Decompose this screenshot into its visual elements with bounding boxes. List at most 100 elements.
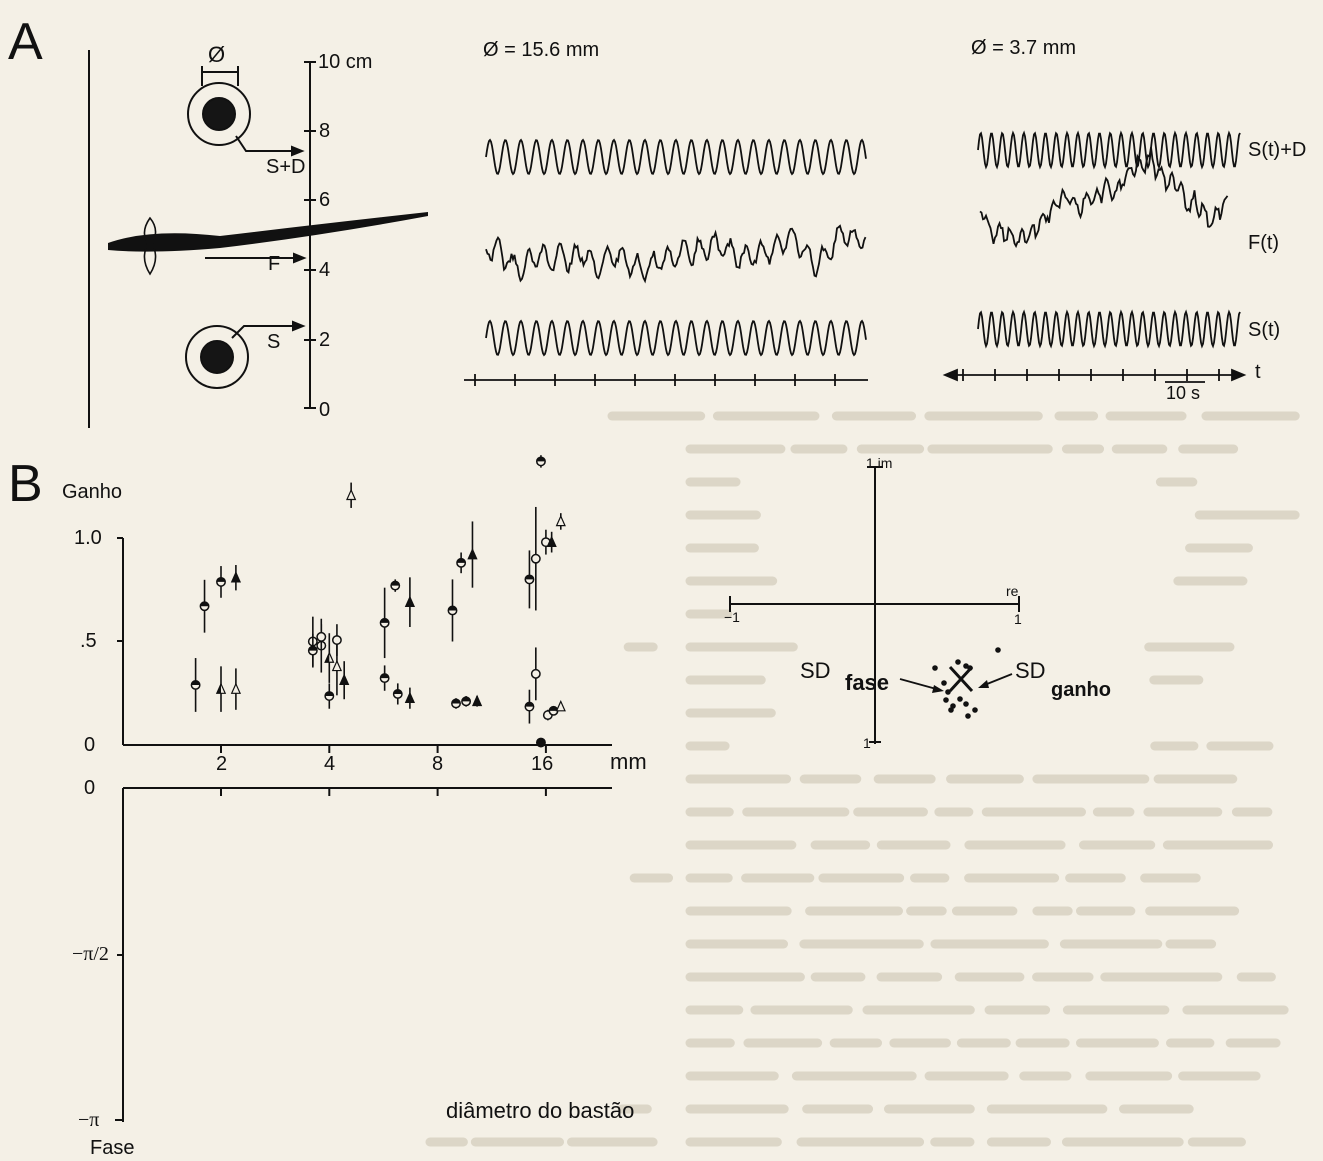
arrow-sd (235, 135, 300, 152)
complex-dot (967, 665, 973, 671)
rod-bottom-outer (185, 325, 249, 389)
rod-top-inner (202, 97, 236, 131)
phase-point (346, 488, 357, 501)
x-unit: mm (610, 749, 647, 774)
rod-bottom-inner (200, 340, 234, 374)
scale-tick-6: 6 (319, 189, 331, 211)
gain-point (190, 680, 201, 690)
phase-point (316, 631, 327, 642)
trace-f-right (979, 147, 1229, 249)
gain-point (535, 456, 546, 467)
gain-tick-1: 1.0 (74, 527, 102, 549)
sd-phase-label: SD (800, 658, 831, 683)
phase-point (199, 601, 210, 612)
im-label: 1 im (866, 455, 893, 471)
rod-label-s: S (267, 331, 281, 353)
complex-dot (945, 689, 951, 695)
rod-top-outer (187, 82, 251, 146)
phase-point (555, 699, 566, 712)
traces-small-rod (942, 130, 1247, 383)
scale-tick-8: 8 (319, 120, 331, 142)
phase-point (461, 696, 472, 707)
phase-point (451, 698, 461, 709)
gain-tick-0: 0 (84, 734, 96, 756)
phase-point (530, 668, 541, 679)
trace-s-right (977, 309, 1241, 349)
pos-one-label: 1 (1014, 611, 1022, 627)
phase-point (307, 645, 318, 656)
panel-a-apparatus (88, 50, 316, 428)
phase-point (471, 694, 483, 707)
complex-dot (972, 707, 978, 713)
trace-label-s: S(t) (1248, 319, 1281, 341)
trace-s-left (485, 319, 867, 357)
gain-point (379, 617, 390, 628)
diameter-symbol: Ø (208, 42, 226, 67)
x-tick-4: 4 (324, 753, 336, 775)
x-tick-2: 2 (216, 753, 228, 775)
trace-f-left (485, 224, 867, 284)
diameter-large-label: Ø = 15.6 mm (483, 39, 600, 61)
time-bar-label: 10 s (1166, 383, 1201, 403)
complex-dot (955, 659, 961, 665)
gain-point (215, 682, 227, 694)
phase-point (216, 576, 226, 587)
scale-tick-2: 2 (319, 329, 331, 351)
x-axis-title: diâmetro do bastão (446, 1098, 635, 1123)
complex-dot (957, 696, 963, 702)
complex-dot (963, 701, 969, 707)
phase-tick-0: 0 (84, 777, 96, 799)
phase-tick-pi: −π (78, 1109, 100, 1131)
scale-ticks (304, 61, 316, 409)
traces-large-rod (464, 138, 868, 386)
rod-label-f: F (268, 253, 281, 275)
trace-label-t: t (1255, 361, 1261, 383)
trace-label-f: F(t) (1248, 232, 1280, 254)
gain-point (546, 535, 557, 547)
complex-plane (729, 466, 1020, 744)
gain-point (404, 595, 416, 607)
gain-plot (117, 455, 612, 753)
gain-word-label: ganho (1051, 679, 1111, 701)
gain-point (530, 553, 541, 564)
trace-label-sd: S(t)+D (1248, 139, 1307, 161)
phase-point (535, 737, 546, 748)
gain-point (331, 659, 343, 672)
scale-tick-4: 4 (319, 259, 331, 281)
panel-b-letter: B (8, 455, 43, 513)
scale-tick-10: 10 cm (318, 51, 373, 73)
neg-one-label: −1 (724, 609, 740, 625)
diameter-small-label: Ø = 3.7 mm (971, 37, 1077, 59)
panel-a-letter: A (8, 13, 43, 71)
rod-label-sd: S+D (266, 156, 306, 178)
arrow-s (231, 325, 300, 339)
phase-point (324, 691, 335, 702)
re-label: re (1006, 583, 1019, 599)
gain-point (467, 547, 478, 560)
phase-title: Fase (90, 1137, 135, 1159)
x-tick-16: 16 (531, 753, 554, 775)
gain-point (555, 514, 566, 527)
complex-dot (965, 713, 971, 719)
phase-point (392, 688, 403, 699)
phase-point (404, 691, 416, 703)
phase-point (524, 701, 535, 712)
phase-plot (115, 482, 612, 1122)
complex-dot (943, 697, 949, 703)
complex-dot (995, 647, 1001, 653)
complex-dot (932, 665, 938, 671)
phase-tick-half-pi: −π/2 (72, 943, 109, 965)
scale-tick-0: 0 (319, 399, 331, 421)
gain-tick-05: .5 (80, 630, 97, 652)
fish-silhouette (108, 212, 428, 276)
phase-word-label: fase (845, 670, 890, 695)
phase-point (331, 635, 342, 645)
gain-point (390, 580, 401, 591)
trace-sd-left (485, 138, 867, 176)
trace-sd-right (977, 130, 1241, 170)
x-tick-8: 8 (432, 753, 444, 775)
complex-data-points (932, 647, 1001, 719)
sd-gain-label: SD (1015, 658, 1046, 683)
